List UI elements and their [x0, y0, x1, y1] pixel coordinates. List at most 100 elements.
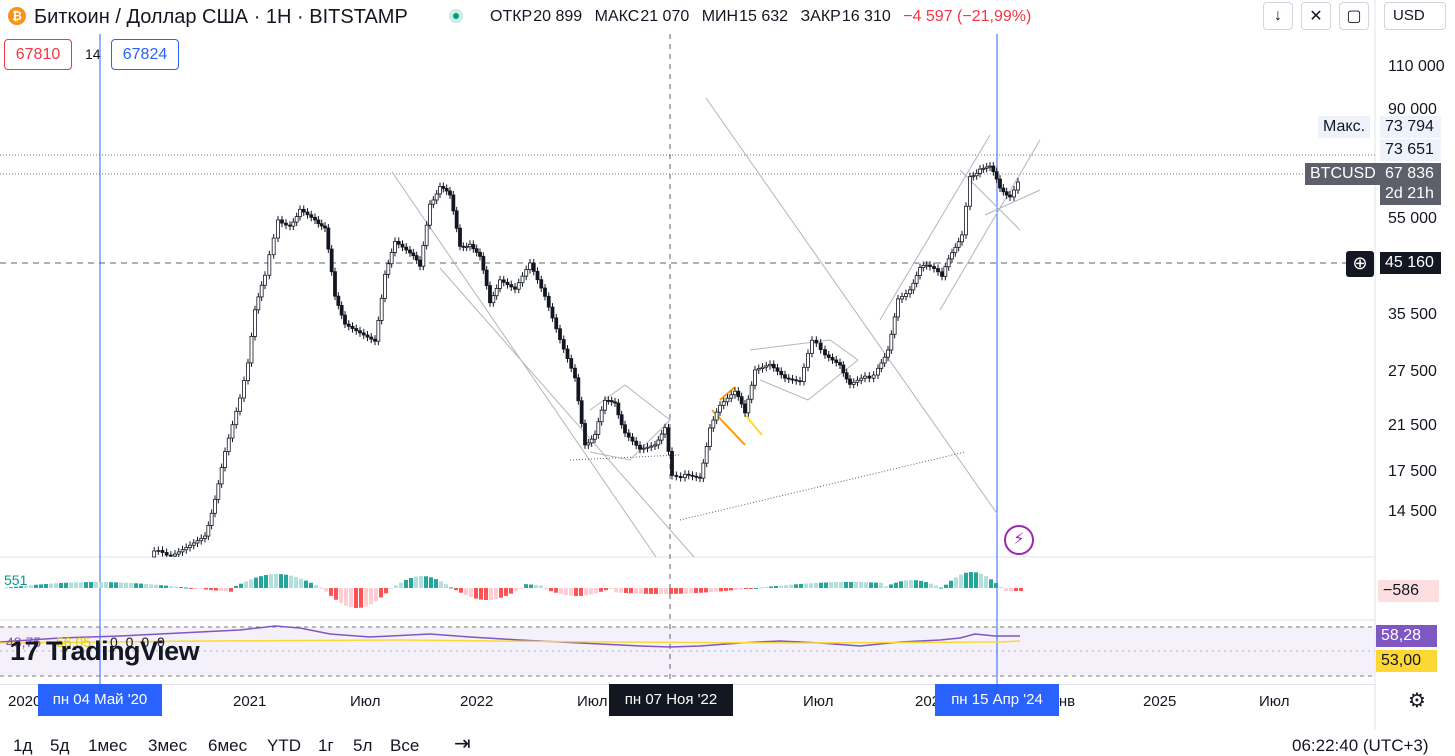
- candle-body: [834, 359, 839, 363]
- range-all-button[interactable]: Все: [390, 736, 420, 755]
- candle-body: [830, 357, 835, 361]
- macd-bar: [209, 588, 213, 591]
- market-status-icon[interactable]: [449, 9, 463, 23]
- range-5y-button[interactable]: 5л: [353, 736, 373, 755]
- price-tick: 21 500: [1388, 417, 1437, 434]
- candle-body: [786, 377, 791, 380]
- candle-body: [565, 348, 570, 360]
- macd-bar: [199, 588, 203, 590]
- candle-body: [645, 446, 650, 449]
- candle-body: [206, 524, 211, 537]
- max-label: Макс.: [1318, 116, 1371, 138]
- macd-bar: [564, 588, 568, 596]
- macd-bar: [904, 580, 908, 588]
- candle-body: [721, 401, 726, 406]
- macd-bar: [714, 588, 718, 592]
- candle-body: [284, 222, 288, 226]
- time-tick: 2025: [1143, 693, 1177, 710]
- candle-body: [234, 410, 239, 426]
- candle-body: [468, 243, 472, 248]
- candle-body: [1008, 194, 1012, 198]
- macd-bar: [489, 588, 493, 600]
- range-5d-button[interactable]: 5д: [50, 736, 70, 755]
- candle-body: [319, 223, 324, 227]
- macd-bar: [164, 585, 168, 588]
- candle-body: [603, 399, 607, 411]
- gear-icon[interactable]: ⚙: [1408, 690, 1426, 712]
- macd-bar: [574, 588, 578, 596]
- macd-bar: [879, 582, 883, 588]
- ohlc-close-value: 16 310: [841, 8, 891, 25]
- candle-body: [855, 379, 860, 383]
- candle-body: [746, 398, 751, 414]
- sell-price-button[interactable]: 67810: [4, 39, 72, 70]
- arrow-down-icon[interactable]: ↓: [1263, 2, 1293, 30]
- candle-body: [666, 427, 671, 452]
- candle-body: [354, 328, 359, 332]
- macd-bar: [134, 583, 138, 588]
- macd-bar: [74, 582, 78, 588]
- candle-body: [454, 210, 459, 229]
- macd-bar: [444, 584, 448, 588]
- candle-body: [733, 390, 737, 396]
- macd-bar: [889, 584, 893, 588]
- candle-body: [771, 363, 776, 369]
- candle-body: [209, 512, 214, 526]
- macd-bar: [469, 588, 473, 598]
- macd-bar: [509, 588, 513, 594]
- macd-bar: [379, 588, 383, 598]
- macd-bar: [639, 588, 643, 594]
- macd-bar: [744, 588, 748, 589]
- range-1m-button[interactable]: 1мес: [88, 736, 128, 755]
- candle-body: [424, 224, 429, 246]
- range-ytd-button[interactable]: YTD: [267, 736, 301, 755]
- symbol-title[interactable]: Биткоин / Доллар США · 1Н · BITSTAMP: [34, 6, 408, 28]
- range-1y-button[interactable]: 1г: [318, 736, 334, 755]
- lightning-icon[interactable]: ⚡: [1004, 525, 1034, 555]
- fullscreen-icon[interactable]: ▢: [1339, 2, 1369, 30]
- time-tick: Июл: [577, 693, 608, 710]
- candle-body: [461, 245, 466, 248]
- candle-body: [343, 314, 347, 325]
- macd-bar: [319, 587, 323, 589]
- candle-body: [448, 190, 452, 196]
- macd-bar: [129, 582, 133, 588]
- macd-bar: [334, 588, 338, 600]
- range-1d-button[interactable]: 1д: [13, 736, 33, 755]
- candle-body: [249, 336, 254, 364]
- time-cursor-label: пн 07 Ноя '22: [609, 684, 733, 716]
- candle-body: [981, 167, 986, 170]
- macd-bar: [59, 583, 63, 588]
- macd-bar: [894, 582, 898, 588]
- range-6m-button[interactable]: 6мес: [208, 736, 248, 755]
- buy-price-button[interactable]: 67824: [111, 39, 179, 70]
- candle-body: [583, 423, 587, 446]
- date-range-calendar-icon[interactable]: ⇥: [454, 733, 471, 755]
- macd-bar: [859, 582, 863, 588]
- candle-body: [924, 264, 929, 267]
- candle-body: [441, 186, 446, 189]
- macd-bar: [374, 588, 378, 602]
- add-alert-plus-icon[interactable]: ⊕: [1346, 251, 1374, 277]
- currency-select[interactable]: USD: [1384, 2, 1446, 30]
- clock[interactable]: 06:22:40 (UTC+3): [1292, 736, 1429, 755]
- range-3m-button[interactable]: 3мес: [148, 736, 188, 755]
- price-tick: 17 500: [1388, 463, 1437, 480]
- candle-body: [683, 473, 687, 479]
- tradingview-logo[interactable]: 17 TradingView: [10, 636, 200, 667]
- macd-bar: [454, 588, 458, 591]
- macd-bar: [264, 575, 268, 588]
- candle-body: [513, 286, 517, 290]
- macd-bar: [759, 587, 763, 589]
- candle-body: [911, 282, 916, 291]
- candle-body: [373, 338, 377, 342]
- candle-body: [714, 411, 719, 421]
- macd-bar: [219, 588, 223, 591]
- candle-body: [641, 447, 646, 450]
- macd-bar: [1004, 588, 1008, 591]
- candle-body: [309, 214, 314, 218]
- ohlc-legend: ОТКР20 899 МАКС21 070 МИН15 632 ЗАКР16 3…: [490, 8, 1031, 26]
- collapse-icon[interactable]: ✕: [1301, 2, 1331, 30]
- candle-body: [294, 216, 299, 223]
